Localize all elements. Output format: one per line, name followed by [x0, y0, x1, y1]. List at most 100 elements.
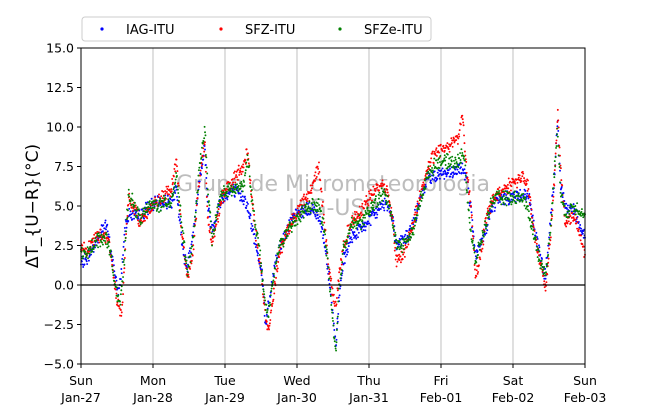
data-point: [502, 201, 505, 204]
data-point: [526, 208, 529, 211]
data-point: [485, 221, 488, 224]
data-point: [228, 182, 231, 185]
data-point: [482, 228, 485, 231]
data-point: [398, 239, 401, 242]
data-point: [474, 262, 476, 265]
data-point: [350, 238, 353, 241]
data-point: [495, 190, 498, 193]
x-tick-label-date: Jan-28: [132, 390, 173, 405]
data-point: [323, 221, 326, 224]
data-point: [248, 175, 251, 178]
data-point: [196, 191, 199, 194]
data-point: [467, 187, 470, 190]
data-point: [385, 199, 387, 202]
data-point: [279, 246, 282, 249]
data-point: [214, 225, 217, 228]
data-point: [111, 268, 114, 271]
data-point: [317, 217, 320, 219]
data-point: [307, 207, 309, 210]
data-point: [483, 231, 486, 234]
data-point: [324, 244, 327, 247]
data-point: [326, 251, 329, 254]
data-point: [432, 164, 435, 166]
data-point: [311, 198, 314, 201]
data-point: [285, 237, 288, 240]
data-point: [524, 198, 526, 201]
data-point: [200, 156, 203, 159]
data-point: [491, 205, 494, 208]
data-point: [263, 296, 266, 299]
data-point: [421, 183, 424, 186]
data-point: [249, 182, 252, 184]
data-point: [320, 187, 323, 190]
data-point: [225, 187, 228, 190]
data-point: [556, 125, 559, 128]
data-point: [176, 195, 178, 198]
data-point: [132, 207, 135, 210]
data-point: [212, 224, 215, 227]
data-point: [115, 292, 118, 295]
data-point: [462, 121, 465, 124]
data-point: [278, 256, 281, 259]
data-point: [321, 221, 323, 223]
data-point: [265, 309, 267, 311]
data-point: [234, 181, 237, 184]
data-point: [265, 320, 268, 323]
data-point: [190, 247, 192, 250]
data-point: [162, 194, 165, 197]
data-point: [580, 210, 583, 213]
data-point: [208, 229, 211, 232]
data-point: [163, 203, 166, 206]
data-point: [426, 168, 429, 171]
data-point: [329, 295, 332, 297]
data-point: [460, 161, 462, 164]
data-point: [111, 265, 114, 268]
data-point: [173, 186, 176, 189]
data-point: [355, 224, 358, 227]
data-point: [182, 237, 185, 240]
data-point: [534, 238, 537, 241]
data-point: [330, 301, 333, 304]
data-point: [97, 239, 100, 242]
data-point: [398, 243, 401, 246]
data-point: [273, 292, 276, 295]
data-point: [403, 235, 406, 238]
data-point: [566, 222, 569, 225]
data-point: [482, 243, 485, 246]
data-point: [383, 197, 386, 200]
data-point: [375, 187, 377, 190]
data-point: [429, 169, 432, 171]
data-point: [165, 207, 168, 210]
data-point: [289, 218, 292, 220]
data-point: [143, 217, 146, 220]
data-point: [353, 225, 356, 228]
data-point: [447, 169, 450, 172]
data-point: [478, 256, 481, 259]
data-point: [243, 180, 245, 183]
data-point: [463, 134, 465, 137]
data-point: [208, 223, 210, 226]
data-point: [407, 239, 410, 242]
data-point: [152, 203, 155, 206]
data-point: [496, 199, 499, 202]
series-iag-itu: [80, 119, 586, 348]
data-point: [272, 279, 275, 282]
data-point: [458, 135, 461, 138]
data-point: [383, 183, 386, 186]
data-point: [288, 219, 291, 222]
data-point: [148, 212, 151, 215]
data-point: [261, 279, 264, 282]
data-point: [559, 181, 561, 184]
data-point: [162, 205, 165, 208]
data-point: [422, 193, 425, 196]
data-point: [332, 319, 334, 322]
data-point: [249, 186, 252, 189]
data-point: [416, 214, 419, 217]
data-point: [171, 183, 174, 186]
data-point: [124, 236, 127, 239]
data-point: [474, 268, 476, 271]
data-point: [515, 202, 518, 205]
data-point: [293, 219, 296, 222]
data-point: [158, 211, 160, 213]
data-point: [507, 197, 510, 200]
